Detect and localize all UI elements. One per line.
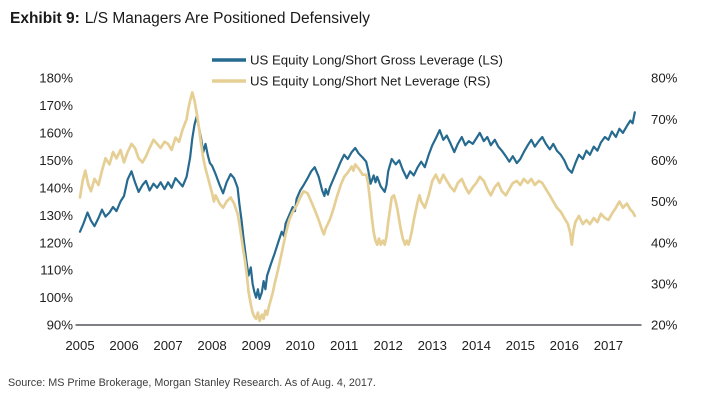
left-axis-tick-100%: 100% xyxy=(39,290,73,305)
right-axis-tick-30%: 30% xyxy=(651,276,678,291)
right-axis-tick-20%: 20% xyxy=(651,318,678,333)
right-axis-tick-40%: 40% xyxy=(651,235,678,250)
chart-legend: US Equity Long/Short Gross Leverage (LS)… xyxy=(212,53,503,89)
x-axis-label-2005: 2005 xyxy=(65,338,94,353)
x-axis-label-2010: 2010 xyxy=(285,338,314,353)
left-axis-tick-160%: 160% xyxy=(39,125,73,140)
source-note: Source: MS Prime Brokerage, Morgan Stanl… xyxy=(8,377,376,389)
left-axis-tick-90%: 90% xyxy=(47,318,74,333)
x-axis-label-2007: 2007 xyxy=(153,338,182,353)
left-axis-tick-110%: 110% xyxy=(40,263,73,278)
x-axis-label-2016: 2016 xyxy=(550,338,579,353)
left-axis-tick-180%: 180% xyxy=(39,71,73,86)
legend-net-label: US Equity Long/Short Net Leverage (RS) xyxy=(250,74,490,89)
x-axis-label-2017: 2017 xyxy=(594,338,623,353)
x-axis-label-2014: 2014 xyxy=(462,338,491,353)
x-axis-label-2006: 2006 xyxy=(109,338,138,353)
exhibit-label: Exhibit 9: xyxy=(10,10,80,27)
left-axis-tick-140%: 140% xyxy=(39,180,73,195)
x-axis-label-2008: 2008 xyxy=(197,338,226,353)
left-axis-tick-150%: 150% xyxy=(39,153,73,168)
x-axis-label-2015: 2015 xyxy=(506,338,535,353)
right-axis-tick-80%: 80% xyxy=(651,71,678,86)
right-axis-tick-70%: 70% xyxy=(651,112,678,127)
axes-layer: 180% 170% 160% 150% 140% 130% 120% 110% 100% 90% 8… xyxy=(39,71,677,353)
x-axis-label-2013: 2013 xyxy=(418,338,447,353)
series-layer xyxy=(78,91,637,323)
exhibit-title: Exhibit 9: L/S Managers Are Positioned De… xyxy=(10,10,370,28)
left-axis-tick-120%: 120% xyxy=(39,235,73,250)
legend-gross-label: US Equity Long/Short Gross Leverage (LS) xyxy=(250,53,503,68)
x-axis-label-2011: 2011 xyxy=(330,338,358,353)
x-axis-label-2012: 2012 xyxy=(374,338,403,353)
net-leverage-line xyxy=(78,91,637,323)
right-axis-tick-60%: 60% xyxy=(651,153,678,168)
left-axis-tick-130%: 130% xyxy=(39,208,73,223)
right-axis-tick-50%: 50% xyxy=(651,194,678,209)
x-axis-label-2009: 2009 xyxy=(241,338,270,353)
left-axis-tick-170%: 170% xyxy=(39,98,73,113)
gross-leverage-line xyxy=(78,111,636,300)
exhibit-title-text: L/S Managers Are Positioned Defensively xyxy=(84,10,370,27)
